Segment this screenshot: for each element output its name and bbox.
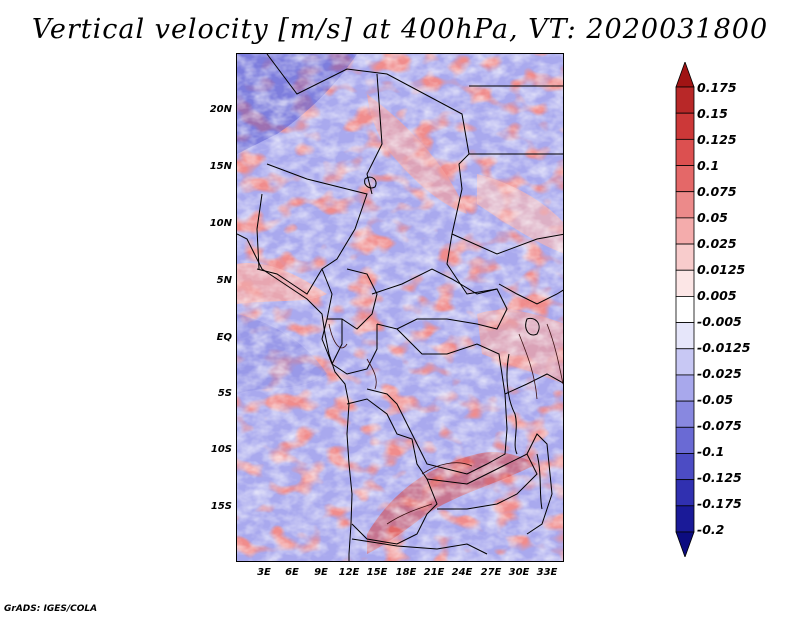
lon-label: 27E — [480, 567, 502, 578]
colorbar-bin — [675, 112, 695, 140]
border-nigeria-benin — [256, 193, 263, 270]
colorbar-level-label: 0.075 — [697, 184, 737, 199]
contour-angola-1 — [421, 462, 473, 475]
lake-chad — [364, 176, 377, 189]
colorbar-level-label: -0.125 — [697, 470, 742, 485]
map-svg — [237, 54, 563, 561]
colorbar-bin — [675, 243, 695, 271]
lon-label: 21E — [423, 567, 445, 578]
software-credit: GrADS: IGES/COLA — [4, 604, 98, 614]
border-congo — [331, 319, 378, 375]
colorbar-bin — [675, 138, 695, 166]
colorbar-bin — [675, 217, 695, 245]
lake-victoria — [525, 317, 540, 336]
border-sudan-south — [451, 233, 563, 255]
colorbar — [675, 62, 695, 557]
colorbar-bin — [675, 165, 695, 193]
lat-label: 10S — [210, 444, 232, 455]
colorbar-level-label: -0.1 — [697, 444, 725, 459]
country-borders — [237, 54, 563, 561]
colorbar-bin — [675, 191, 695, 219]
colorbar-level-label: -0.2 — [697, 522, 725, 537]
lon-label: 30E — [508, 567, 530, 578]
contour-angola-2 — [386, 503, 433, 525]
lat-label: 10N — [209, 218, 232, 229]
chart-title: Vertical velocity [m/s] at 400hPa, VT: 2… — [31, 14, 769, 45]
lon-label: 18E — [395, 567, 417, 578]
colorbar-bin — [675, 322, 695, 350]
border-tanzania — [504, 373, 563, 395]
colorbar-level-label: 0.025 — [697, 236, 737, 251]
colorbar-level-label: -0.0125 — [697, 340, 751, 355]
colorbar-level-label: -0.025 — [697, 366, 742, 381]
colorbar-bin — [675, 269, 695, 297]
colorbar-level-label: -0.05 — [697, 392, 734, 407]
border-algeria-niger — [266, 54, 470, 190]
colorbar-bin — [675, 426, 695, 454]
lake-malawi — [536, 453, 543, 510]
colorbar-level-label: 0.05 — [697, 210, 728, 225]
border-chad-sudan — [446, 188, 498, 295]
lon-label: 3E — [257, 567, 271, 578]
border-namibia — [351, 538, 488, 555]
colorbar-level-label: 0.15 — [697, 106, 728, 121]
lat-label: 15S — [210, 501, 232, 512]
border-car — [371, 268, 508, 330]
lon-label: 12E — [338, 567, 360, 578]
colorbar-level-label: -0.075 — [697, 418, 742, 433]
terrain-contours — [328, 323, 563, 525]
colorbar-level-label: 0.1 — [697, 158, 720, 173]
lon-label: 6E — [285, 567, 299, 578]
colorbar-bin — [675, 374, 695, 402]
border-mozambique — [526, 433, 553, 535]
coastline-west — [237, 233, 353, 561]
colorbar-bin — [675, 453, 695, 481]
colorbar-level-label: -0.005 — [697, 314, 742, 329]
border-zambia — [426, 453, 538, 510]
colorbar-bin — [675, 62, 695, 88]
contour-rift-2 — [546, 323, 563, 385]
colorbar-bin — [675, 400, 695, 428]
border-niger-chad — [366, 73, 383, 195]
lat-label: EQ — [216, 332, 232, 343]
colorbar-level-label: -0.175 — [697, 496, 742, 511]
border-cameroon — [321, 268, 378, 330]
lake-tanganyika — [506, 353, 518, 455]
colorbar-level-label: 0.0125 — [697, 262, 746, 277]
colorbar-level-label: 0.125 — [697, 132, 737, 147]
lat-label: 15N — [209, 161, 232, 172]
velocity-map — [236, 53, 564, 562]
colorbar-bin — [675, 348, 695, 376]
field-noise — [237, 54, 563, 561]
border-gabon — [321, 318, 333, 365]
contour-congo-1 — [366, 358, 377, 390]
colorbar-boxes — [675, 62, 695, 557]
colorbar-level-label: 0.005 — [697, 288, 737, 303]
lat-label: 20N — [209, 104, 232, 115]
contour-cameroon-line — [328, 323, 348, 349]
border-nigeria — [256, 163, 368, 295]
contour-rift-1 — [518, 333, 538, 400]
border-drc — [366, 328, 508, 475]
lon-label: 24E — [451, 567, 473, 578]
lat-label: 5S — [217, 388, 232, 399]
lat-label: 5N — [216, 275, 232, 286]
lon-label: 33E — [536, 567, 558, 578]
colorbar-bin — [675, 86, 695, 114]
colorbar-bin — [675, 505, 695, 533]
colorbar-level-label: 0.175 — [697, 80, 737, 95]
border-uganda-kenya — [498, 283, 563, 305]
colorbar-bin — [675, 479, 695, 507]
colorbar-bin — [675, 296, 695, 323]
lon-label: 9E — [314, 567, 328, 578]
colorbar-bin — [675, 531, 695, 557]
lon-label: 15E — [366, 567, 388, 578]
